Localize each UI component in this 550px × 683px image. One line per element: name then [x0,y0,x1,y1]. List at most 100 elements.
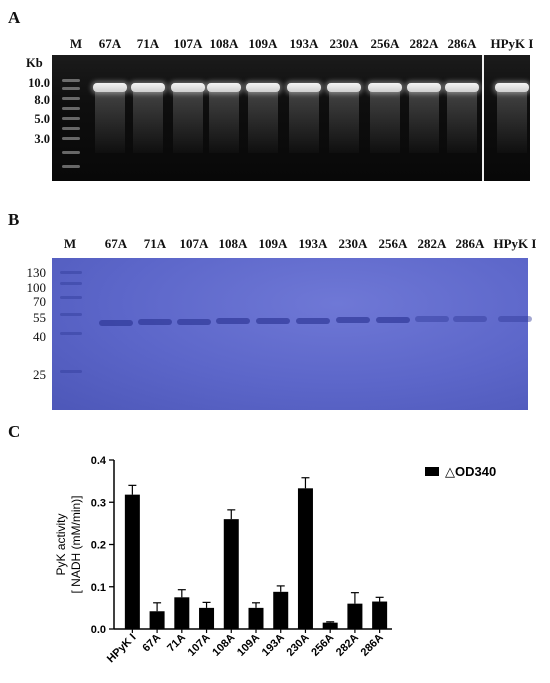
panel-b-lane-label: 107A [179,236,209,251]
panel-a-lane-label: 67A [98,36,122,51]
dna-lane-smear [329,83,359,153]
panel-b-letter: B [8,210,20,229]
dna-lane-smear [209,83,239,153]
y-tick-label: 0.3 [91,497,106,509]
panel-b-lane-label: 286A [455,236,485,251]
dna-band [445,83,479,92]
dna-ladder-band [62,151,80,154]
dna-band [368,83,402,92]
panel-a-letter: A [8,8,21,27]
protein-band [498,316,532,322]
panel-b-protein-gel-image [52,258,532,410]
dna-lane-smear [248,83,278,153]
x-tick-label: 282A [334,632,361,659]
bar [174,597,190,629]
panel-b-lane-label: M [63,236,77,251]
panel-a-lane-label: 107A [173,36,203,51]
bar [223,519,239,629]
panel-a-lane-label: 109A [248,36,278,51]
x-tick-label: 230A [284,632,311,659]
dna-lane-smear [447,83,477,153]
dna-band [407,83,441,92]
panel-b-lane-label: 256A [378,236,408,251]
bar [322,622,338,629]
x-tick-label: 108A [210,632,237,659]
dna-ladder-band [62,107,80,110]
panel-a-marker-label: 8.0 [34,93,50,107]
panel-a-dna-gel-image [52,55,530,181]
panel-a-lane-label: 282A [409,36,439,51]
protein-ladder-band [60,370,82,373]
protein-band [99,320,133,326]
pyk-activity-bar-chart: 0.0 0.1 0.2 0.3 0.4 PyK activity[ NADH (mM/mi… [54,455,496,666]
bar [124,494,140,629]
panel-a-lane-label: 71A [136,36,160,51]
x-tick-label: 67A [140,632,163,655]
bar [248,607,264,629]
y-axis-label: PyK activity [54,513,68,575]
dna-band [171,83,205,92]
dna-band [327,83,361,92]
legend-label: △OD340 [445,464,496,479]
panel-a-lane-label: 286A [447,36,477,51]
protein-band [415,316,449,322]
bar [372,601,388,629]
panel-a-lane-label: 256A [370,36,400,51]
panel-b-lane-label: 282A [417,236,447,251]
panel-b-marker-label: 100 [26,280,47,295]
x-tick-label: 71A [165,632,188,655]
dna-lane-smear [370,83,400,153]
x-tick-label: 109A [235,632,262,659]
panel-b-lane-label: 193A [298,236,328,251]
dna-band [246,83,280,92]
protein-band [216,318,250,324]
y-tick-label: 0.2 [91,540,106,552]
dna-lane-smear [95,83,125,153]
dna-band [93,83,127,92]
panel-b-marker-label: 55 [33,310,46,325]
panel-a-lane-label: 108A [209,36,239,51]
bar [149,611,165,629]
dna-band [495,83,529,92]
panel-b-marker-label: 25 [33,367,46,382]
dna-band [207,83,241,92]
x-tick-label: HPyK I [105,632,139,666]
dna-lane-smear [497,83,527,153]
dna-ladder-band [62,165,80,168]
legend-swatch [425,467,439,476]
protein-band [336,317,370,323]
dna-lane-smear [289,83,319,153]
y-tick-label: 0.4 [91,455,107,467]
protein-band [376,317,410,323]
y-tick-label: 0.1 [91,582,106,594]
x-tick-label: 107A [186,632,213,659]
bar [297,488,313,629]
protein-band [256,318,290,324]
protein-band [296,318,330,324]
panel-a-marker-label: 3.0 [34,132,50,146]
protein-band [453,316,487,322]
panel-b-marker-label: 70 [33,294,46,309]
panel-a-marker-unit: Kb [26,56,43,70]
dna-ladder-band [62,97,80,100]
panel-b-lane-label: 109A [258,236,288,251]
dna-ladder-band [62,87,80,90]
panel-a-lane-label: M [69,36,83,51]
bar [273,591,289,629]
protein-ladder-band [60,313,82,316]
gel-splice-divider [482,55,484,181]
dna-ladder-band [62,137,80,140]
panel-b-lane-label: 67A [104,236,128,251]
dna-band [287,83,321,92]
dna-lane-smear [409,83,439,153]
panel-a-lane-label: HPyK I [490,36,534,51]
dna-band [131,83,165,92]
panel-b-lane-label: 230A [338,236,368,251]
panel-a-lane-label: 230A [329,36,359,51]
dna-lane-smear [173,83,203,153]
protein-ladder-band [60,332,82,335]
protein-ladder-band [60,282,82,285]
dna-lane-smear [133,83,163,153]
dna-ladder-band [62,79,80,82]
panel-a-lane-label: 193A [289,36,319,51]
